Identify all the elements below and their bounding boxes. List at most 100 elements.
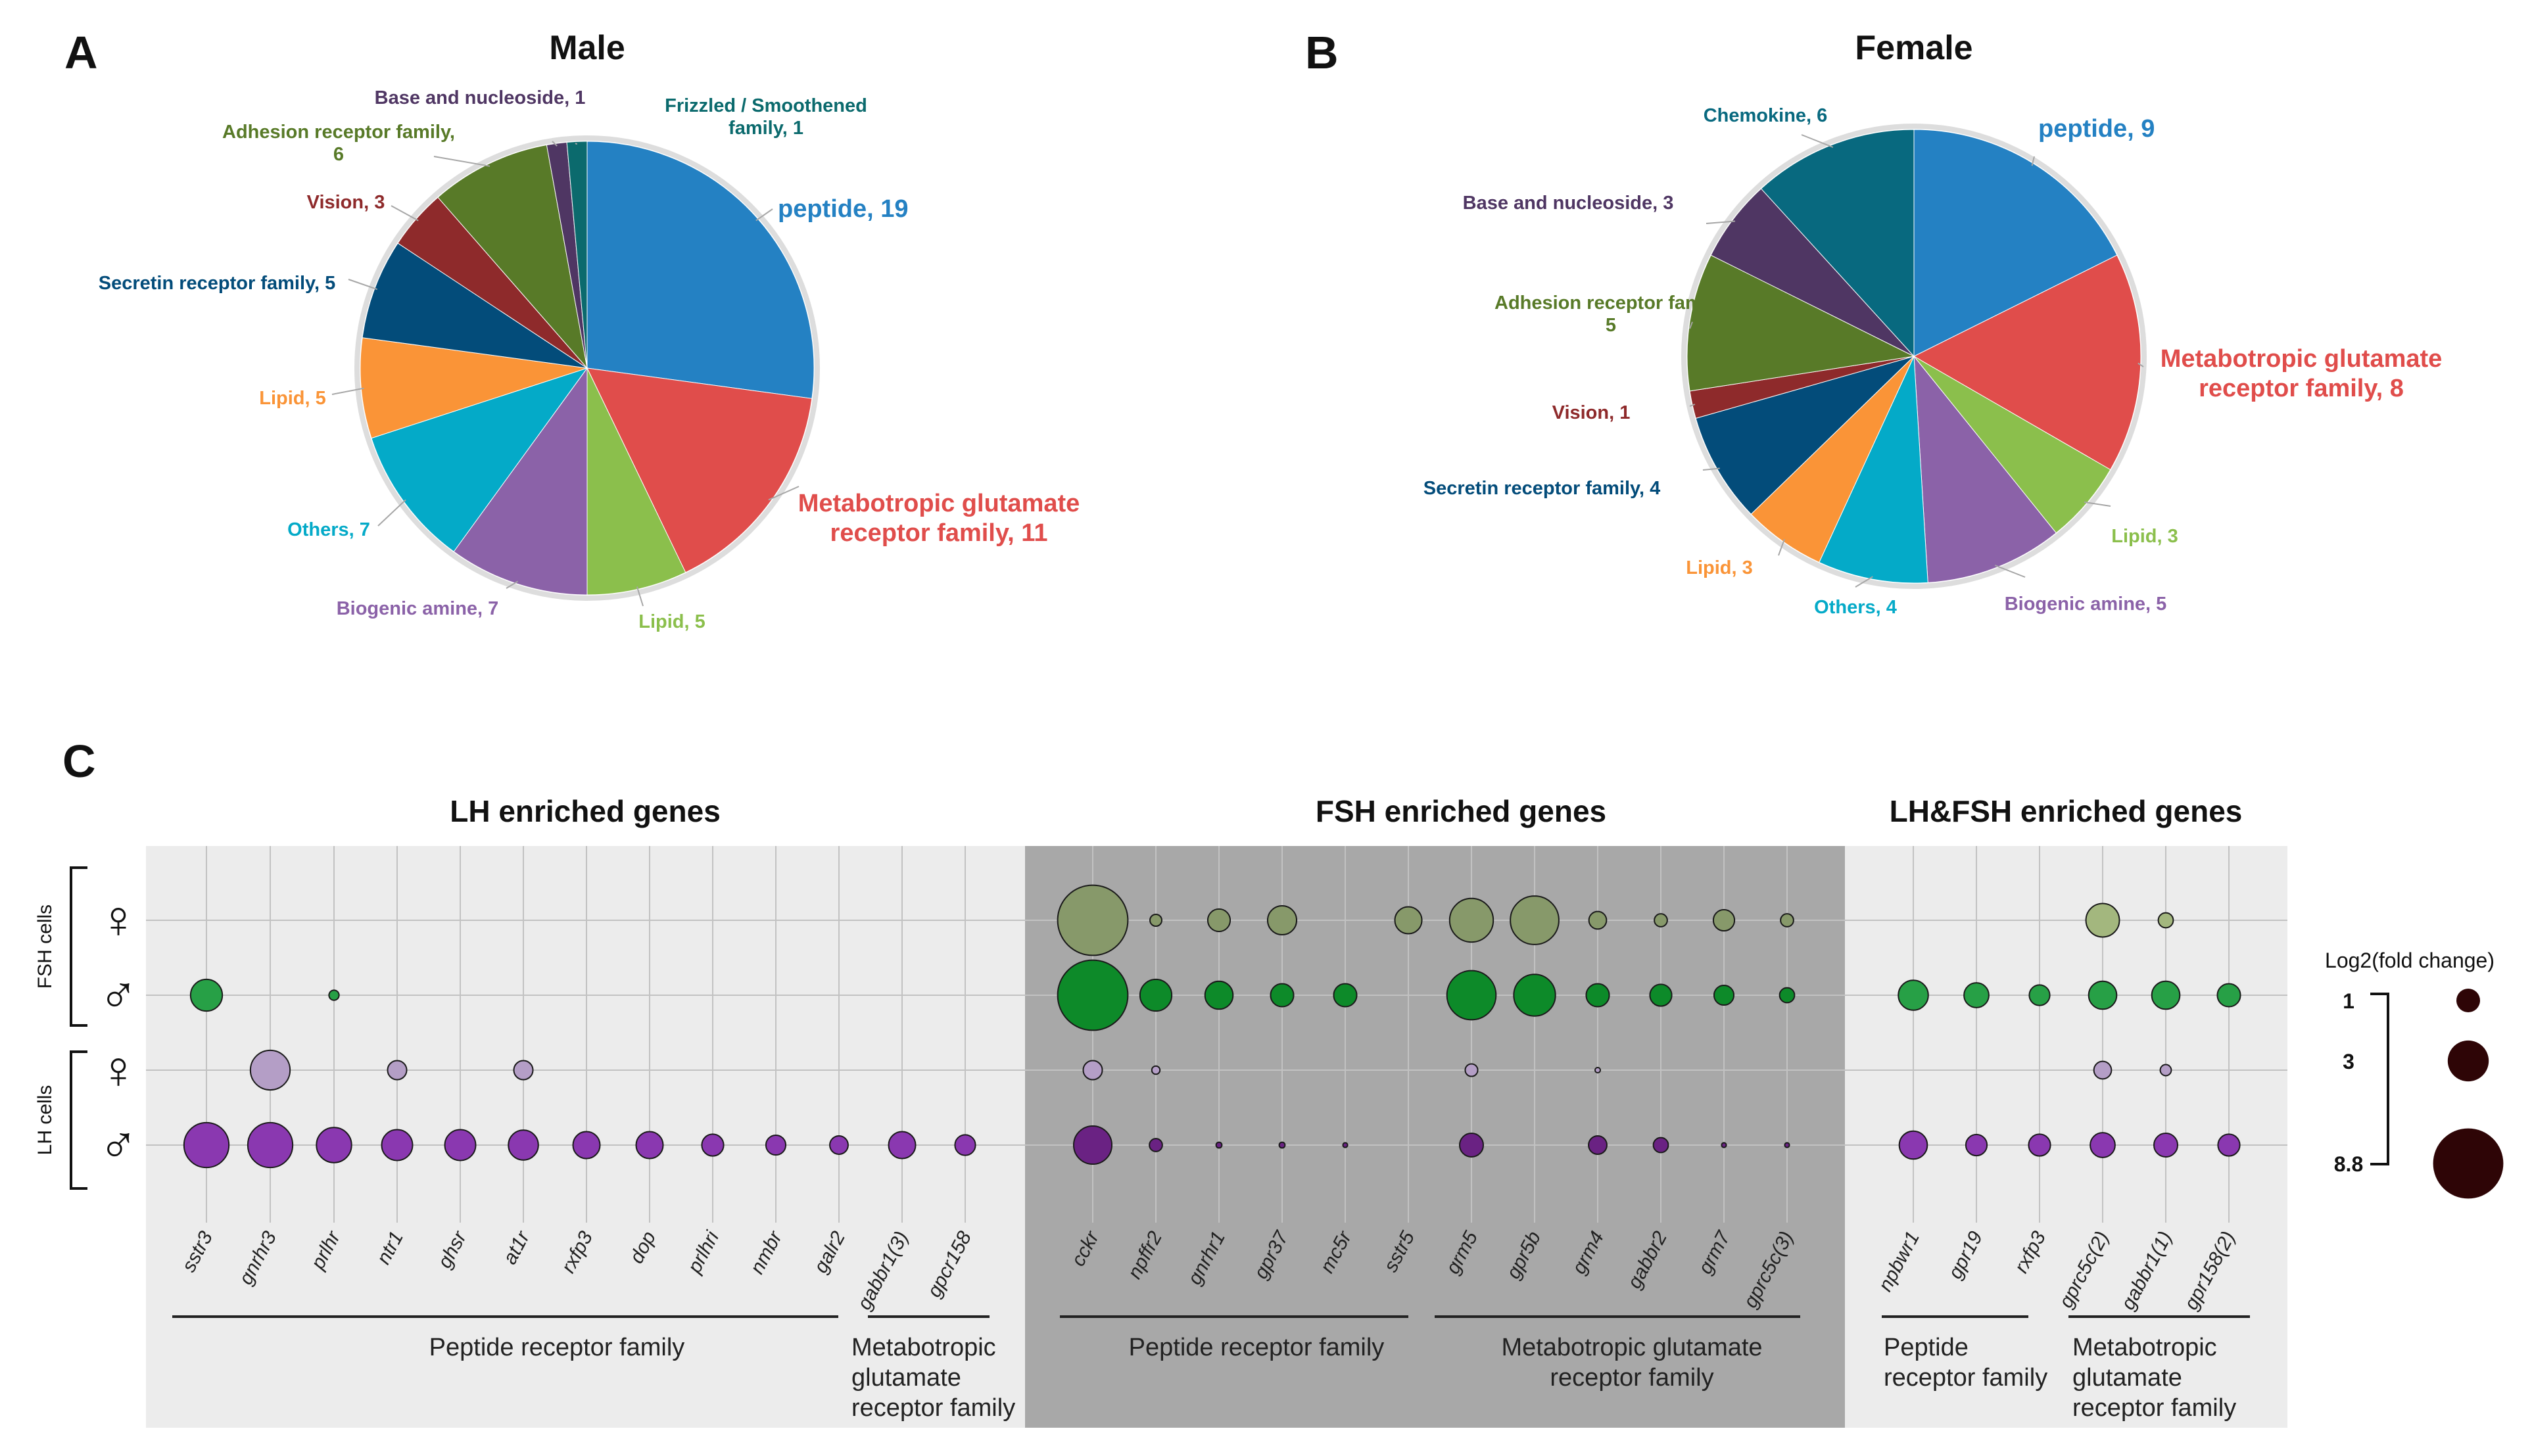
pie-leader-line <box>2031 156 2035 166</box>
pie-slice-label: Adhesion receptor family, 6 <box>222 122 455 165</box>
pie-slice <box>1710 188 1915 357</box>
bubble <box>1459 1133 1484 1158</box>
bubble <box>1588 910 1608 930</box>
bubble <box>1333 983 1358 1008</box>
pie-female-title: Female <box>1855 29 1972 67</box>
row-group-label-fsh: FSH cells <box>34 904 56 989</box>
pie-leader-line <box>636 586 644 607</box>
pie-slice <box>586 367 813 573</box>
fsh-section-background <box>1025 846 1845 1428</box>
bubble <box>2028 984 2051 1006</box>
bubble <box>2090 1132 2116 1158</box>
pie-slice-label: peptide, 9 <box>2038 115 2155 143</box>
pie-slice-label: Biogenic amine, 7 <box>337 598 499 619</box>
bubble <box>1448 897 1494 943</box>
bubble <box>1057 884 1129 956</box>
size-legend-bubble <box>2456 989 2480 1012</box>
bubble <box>2093 1060 2113 1080</box>
bubble <box>1780 913 1794 928</box>
bubble <box>1139 978 1173 1012</box>
bubble <box>1585 983 1610 1008</box>
size-legend-label: 3 <box>2343 1050 2354 1073</box>
bubble <box>183 1121 230 1169</box>
pie-slice-label: Lipid, 5 <box>259 388 326 409</box>
bubble <box>2088 980 2118 1010</box>
bubble <box>1270 983 1295 1008</box>
pie-slice-label: Frizzled / Smoothened family, 1 <box>665 95 867 139</box>
bubble <box>508 1129 539 1161</box>
pie-slice-label: Metabotropic glutamate receptor family, 1… <box>798 490 1080 547</box>
pie-leader-line <box>1702 467 1720 471</box>
pie-slice-label: Chemokine, 6 <box>1704 105 1828 126</box>
family-labels: Peptide receptor family Metabotropic gluta… <box>429 1334 2237 1422</box>
size-legend-label: 1 <box>2343 989 2354 1013</box>
bubble <box>1510 895 1560 945</box>
pie-leader-line <box>391 205 419 222</box>
bubble <box>1266 904 1298 936</box>
size-legend: 138.8 <box>2334 989 2504 1199</box>
bubble <box>572 1131 601 1160</box>
bubble <box>829 1135 849 1155</box>
bubble <box>2153 1133 2178 1158</box>
bubble <box>1149 1138 1163 1152</box>
family-label: Peptide receptor family <box>1884 1334 2047 1392</box>
bubble <box>2151 980 2181 1010</box>
bubble <box>1965 1133 1988 1157</box>
bubble <box>701 1133 725 1157</box>
bubble <box>1057 959 1129 1031</box>
bubble <box>1394 906 1423 935</box>
pie-slice <box>1913 129 2118 357</box>
bubble <box>1464 1063 1479 1077</box>
bubble <box>635 1131 664 1160</box>
bubble <box>765 1134 787 1156</box>
pie-leader-line <box>768 486 800 501</box>
size-legend-bubble <box>2433 1128 2504 1199</box>
pie-leader-line <box>575 143 578 145</box>
bubble <box>381 1129 414 1162</box>
pie-leader-line <box>377 499 406 527</box>
pie-slice-label: Metabotropic glutamate receptor family, 8 <box>2161 345 2443 402</box>
pie-rim <box>1681 124 2147 589</box>
pie-slice-label: Adhesion receptor family, 5 <box>1494 293 1727 336</box>
bubble <box>1898 1130 1928 1160</box>
pie-slice <box>1750 356 1915 563</box>
bubble <box>1654 913 1668 928</box>
pie-slice <box>1760 129 1915 358</box>
bubble <box>249 1049 291 1091</box>
section-title-fsh: FSH enriched genes <box>1316 794 1606 828</box>
pie-slice-label: Vision, 1 <box>1552 402 1631 423</box>
family-label: Metabotropic glutamate receptor family <box>2072 1334 2236 1422</box>
pie-leader-line <box>1801 134 1834 148</box>
pie-slice-label: Others, 7 <box>287 519 370 540</box>
row-symbol-lh-male: ♂ <box>99 1115 138 1174</box>
pie-leader-line <box>1994 565 2026 578</box>
bubble <box>1151 1065 1161 1075</box>
pie-leader-line <box>2138 362 2144 367</box>
pie-leader-line <box>552 141 558 147</box>
pie-leader-line <box>755 208 773 222</box>
row-symbol-lh-female: ♀ <box>99 1041 138 1099</box>
bubble <box>1712 908 1736 932</box>
bubble <box>954 1134 976 1156</box>
bubble <box>513 1060 534 1081</box>
pie-slice <box>586 141 815 399</box>
pie-leader-line <box>1778 538 1785 556</box>
pie-slice-label: Secretin receptor family, 4 <box>1423 478 1661 499</box>
pie-slice-label: Base and nucleoside, 3 <box>1463 193 1674 214</box>
pie-slice <box>1695 356 1915 515</box>
bubble <box>1721 1142 1727 1148</box>
pie-slice-label: peptide, 19 <box>778 195 909 223</box>
bubble <box>189 978 224 1012</box>
bracket-lh-cells <box>70 1050 87 1190</box>
pie-slice <box>1686 254 1915 392</box>
pie-leader-line <box>1706 220 1735 224</box>
row-symbol-fsh-female: ♀ <box>99 890 138 949</box>
pie-slice <box>1913 355 2057 583</box>
bubble <box>1594 1066 1602 1074</box>
pie-slice-label: Vision, 3 <box>307 192 385 213</box>
pie-slice <box>453 367 588 596</box>
pie-leader-line <box>1855 576 1873 588</box>
bubble <box>2028 1133 2051 1157</box>
family-label: Metabotropic glutamate receptor family <box>851 1334 1015 1422</box>
